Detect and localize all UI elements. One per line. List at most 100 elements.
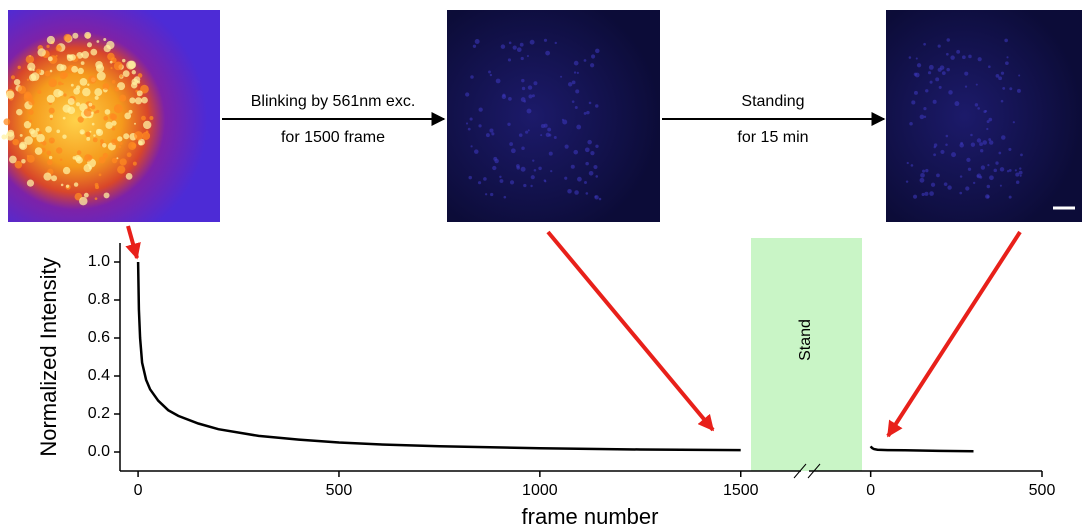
texture <box>915 57 918 60</box>
texture <box>928 64 934 70</box>
texture <box>554 41 557 45</box>
texture <box>995 74 1000 78</box>
texture <box>79 196 88 206</box>
texture <box>111 120 117 126</box>
texture <box>518 133 523 137</box>
texture <box>14 160 23 169</box>
texture <box>46 94 55 103</box>
texture <box>124 112 132 120</box>
texture <box>1018 170 1023 175</box>
texture <box>939 65 945 70</box>
texture <box>104 109 111 115</box>
texture <box>467 127 471 131</box>
arrow-caption: Standing <box>741 93 804 110</box>
arrow-caption: for 1500 frame <box>281 129 385 146</box>
pointer-arrow <box>546 230 715 432</box>
texture <box>489 73 493 77</box>
texture <box>561 118 564 121</box>
texture <box>35 127 40 132</box>
texture <box>84 31 92 39</box>
texture <box>83 164 92 173</box>
texture <box>94 182 99 187</box>
texture <box>509 180 515 185</box>
texture <box>77 67 84 75</box>
texture <box>59 158 63 161</box>
texture <box>913 72 918 76</box>
data-line <box>869 445 974 453</box>
texture <box>533 81 538 86</box>
texture <box>26 179 35 187</box>
texture <box>37 48 46 57</box>
texture <box>951 152 957 158</box>
texture <box>47 159 53 166</box>
x-tick-label: 500 <box>326 482 353 499</box>
texture <box>91 122 95 126</box>
images <box>1 10 1082 222</box>
image-after-blinking <box>447 10 660 222</box>
axis-break <box>793 463 807 479</box>
texture <box>910 164 914 167</box>
texture <box>119 94 127 102</box>
texture <box>1006 170 1010 173</box>
texture <box>977 57 982 62</box>
texture <box>56 129 61 134</box>
texture <box>129 97 136 104</box>
texture <box>102 143 107 148</box>
texture <box>1019 174 1022 177</box>
texture <box>590 54 596 59</box>
texture <box>938 85 942 89</box>
texture <box>30 130 38 138</box>
texture <box>1015 172 1020 177</box>
texture <box>46 35 55 45</box>
texture <box>149 116 154 121</box>
texture <box>526 54 530 58</box>
texture <box>998 76 1003 81</box>
texture <box>1 134 7 140</box>
texture <box>62 166 71 175</box>
texture <box>927 71 932 75</box>
texture <box>116 157 119 160</box>
texture <box>587 139 592 145</box>
texture <box>18 141 28 150</box>
texture <box>595 175 599 178</box>
texture <box>137 73 143 78</box>
image-after-standing <box>886 10 1082 222</box>
texture <box>98 156 106 164</box>
texture <box>118 145 121 149</box>
texture <box>544 180 547 183</box>
texture <box>923 107 927 111</box>
texture <box>46 150 52 156</box>
texture <box>521 146 525 151</box>
texture <box>1014 169 1017 172</box>
texture <box>929 191 934 196</box>
texture <box>912 194 918 199</box>
texture <box>567 82 573 87</box>
texture <box>936 173 940 178</box>
texture <box>123 133 130 140</box>
texture <box>919 177 925 183</box>
texture <box>34 147 43 155</box>
x-tick-label: 1500 <box>723 482 759 499</box>
texture <box>28 109 34 115</box>
axis-break <box>807 463 821 479</box>
texture <box>50 140 53 143</box>
texture <box>45 126 52 133</box>
texture <box>1000 71 1005 75</box>
texture <box>588 170 594 176</box>
texture <box>1008 147 1012 151</box>
texture <box>141 96 148 104</box>
texture <box>520 56 524 61</box>
texture <box>73 87 80 95</box>
data-line <box>136 261 741 452</box>
texture <box>72 32 79 39</box>
texture <box>920 173 925 178</box>
texture <box>474 39 480 45</box>
texture <box>1005 61 1009 66</box>
texture <box>28 67 32 71</box>
texture <box>95 61 103 69</box>
arrow-caption: for 15 min <box>737 129 808 146</box>
texture <box>5 90 15 99</box>
texture <box>1015 180 1020 185</box>
texture <box>48 107 55 114</box>
texture <box>516 164 520 168</box>
